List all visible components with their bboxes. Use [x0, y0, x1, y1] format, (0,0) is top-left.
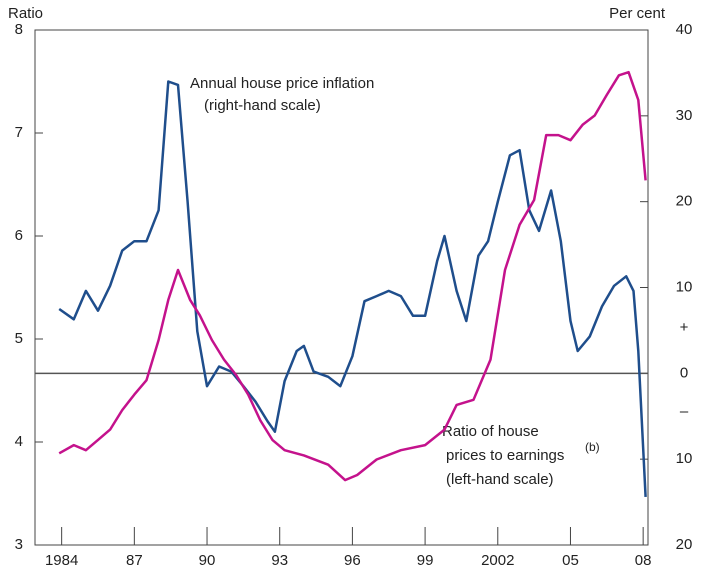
y2-tick-label: 10 — [676, 278, 693, 295]
sign: + — [680, 319, 689, 336]
y-tick-label: 5 — [15, 330, 23, 347]
y2-tick-label: 40 — [676, 21, 693, 38]
annotation: (left-hand scale) — [446, 471, 554, 488]
x-tick-label: 1984 — [45, 552, 78, 569]
y-tick-label: 3 — [15, 536, 23, 553]
y2-axis-label: Per cent — [609, 5, 666, 22]
annotation: Ratio of house — [442, 423, 539, 440]
series-line — [58, 80, 647, 497]
x-tick-label: 2002 — [481, 552, 514, 569]
y-tick-label: 8 — [15, 21, 23, 38]
x-tick-label: 90 — [199, 552, 216, 569]
y-tick-label: 7 — [15, 124, 23, 141]
x-tick-label: 08 — [635, 552, 652, 569]
annotation: (right-hand scale) — [204, 97, 321, 114]
sign: – — [680, 403, 689, 420]
y2-tick-label: 0 — [680, 364, 688, 381]
annotation: prices to earnings — [446, 447, 564, 464]
annotation-note: (b) — [585, 440, 600, 454]
x-tick-label: 87 — [126, 552, 143, 569]
x-tick-label: 93 — [271, 552, 288, 569]
x-tick-label: 99 — [417, 552, 434, 569]
annotation: Annual house price inflation — [190, 75, 374, 92]
y2-tick-label: 10 — [676, 450, 693, 467]
plot-frame — [34, 29, 649, 546]
y-tick-label: 6 — [15, 227, 23, 244]
y2-tick-label: 20 — [676, 193, 693, 210]
y2-tick-label: 20 — [676, 536, 693, 553]
y-tick-label: 4 — [15, 433, 23, 450]
y2-tick-label: 30 — [676, 107, 693, 124]
x-tick-label: 96 — [344, 552, 361, 569]
x-tick-label: 05 — [562, 552, 579, 569]
y-axis-label: Ratio — [8, 5, 43, 22]
series-line — [58, 70, 647, 482]
